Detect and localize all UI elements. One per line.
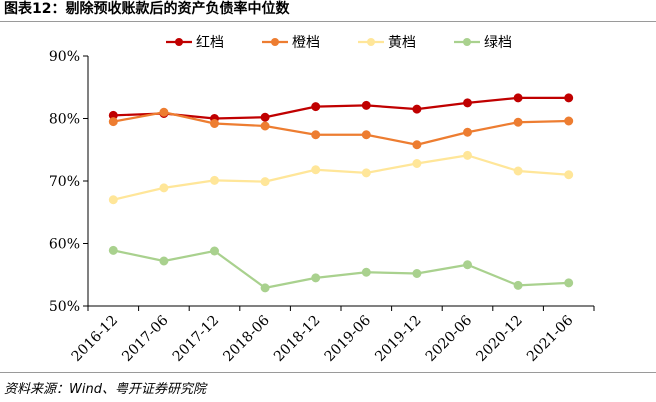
x-tick-label: 2017-06 [119,312,172,365]
data-point [159,183,169,193]
x-tick-label: 2021-06 [524,312,577,365]
line-chart: 红档 橙档 黄档 绿档 50%60%70%80%90% 2016-122017-062… [49,34,595,365]
bottom-rule [0,372,656,373]
legend-label: 红档 [196,35,224,51]
x-tick-label: 2016-12 [69,312,121,364]
data-point [260,283,270,293]
data-point [564,116,574,126]
data-point [513,166,523,176]
y-tick-label: 50% [49,299,80,315]
legend-label: 黄档 [388,34,416,51]
y-tick-label: 80% [49,112,80,128]
data-point [311,102,321,112]
data-point [513,280,523,290]
data-point [311,273,321,283]
data-point [108,245,118,255]
series-layer [108,93,574,293]
x-tick-label: 2018-06 [220,312,273,365]
series-line [113,96,569,120]
figure-title: 图表12：剔除预收账款后的资产负债率中位数 [4,1,290,17]
data-point [210,246,219,256]
data-point [564,93,574,103]
data-point [463,150,472,160]
legend-label: 橙档 [292,35,320,51]
y-tick-label: 90% [49,49,80,65]
data-point [412,140,422,150]
legend-swatch-marker [271,38,279,46]
legend-swatch-marker [367,38,375,46]
data-point [564,170,574,180]
data-point [412,159,422,168]
data-point [463,260,472,270]
data-point [159,256,169,266]
source-note: 资料来源：Wind、粤开证券研究院 [4,382,206,397]
top-rule [0,21,656,22]
series-line [113,111,569,146]
data-point [513,93,523,103]
data-point [210,175,219,185]
data-point [260,177,270,187]
legend-swatch-marker [463,38,471,46]
data-point [412,269,422,278]
data-point [210,119,219,128]
y-axis: 50% 60% 70% 80% 90% [49,49,89,315]
y-tick-label: 60% [49,237,80,253]
legend: 红档 橙档 黄档 绿档 [166,34,512,51]
data-point [311,165,321,175]
x-tick-label: 2019-06 [322,312,375,365]
data-point [361,168,371,178]
series-line [113,249,569,289]
y-tick-label: 70% [49,174,80,190]
series-line [113,154,569,201]
legend-swatch-marker [175,38,183,46]
data-point [361,130,371,140]
data-point [260,121,270,131]
data-point [108,117,118,127]
data-point [463,98,472,108]
data-point [361,100,371,110]
x-tick-label: 2017-12 [170,312,222,364]
data-point [412,104,422,114]
x-tick-label: 2018-12 [271,312,323,364]
x-axis: 2016-122017-062017-122018-062018-122019-… [69,305,595,365]
data-point [564,278,574,288]
legend-label: 绿档 [484,35,512,51]
x-tick-label: 2020-12 [473,312,525,364]
data-point [159,107,169,117]
data-point [260,112,270,122]
data-point [361,267,371,277]
x-tick-label: 2020-06 [423,312,476,365]
data-point [311,130,321,140]
data-point [463,127,472,137]
data-point [513,117,523,127]
x-tick-label: 2019-12 [372,312,424,364]
data-point [108,195,118,205]
